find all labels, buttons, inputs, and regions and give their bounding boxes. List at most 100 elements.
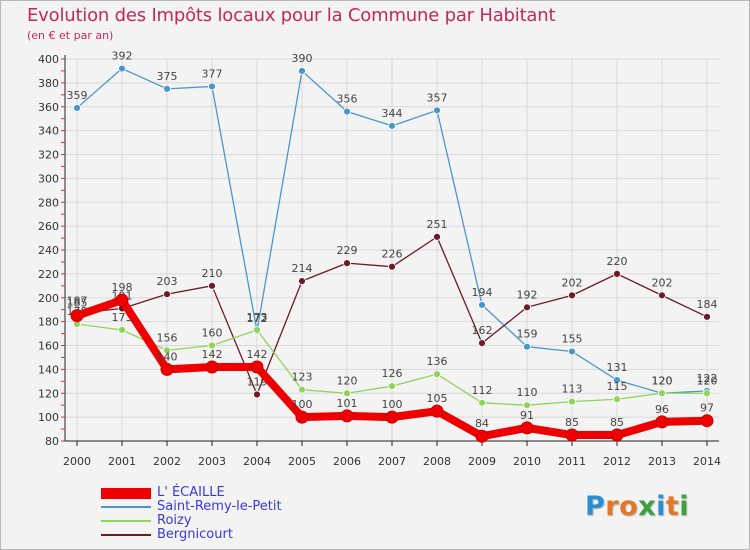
y-tick-label: 260 (38, 220, 59, 233)
data-point (343, 107, 351, 116)
data-point (115, 293, 129, 307)
x-tick-label: 2001 (108, 455, 136, 468)
data-label: 85 (565, 416, 579, 429)
legend-item: Roizy (101, 514, 341, 528)
data-label: 251 (427, 218, 448, 231)
y-tick-label: 320 (38, 149, 59, 162)
chart-title: Evolution des Impôts locaux pour la Comm… (27, 5, 556, 26)
data-label: 229 (337, 244, 358, 257)
data-point (655, 415, 669, 429)
legend-item: Saint-Remy-le-Petit (101, 500, 341, 514)
data-label: 202 (652, 276, 673, 289)
data-point (208, 341, 216, 350)
data-point (433, 106, 441, 115)
data-label: 142 (202, 348, 223, 361)
y-tick-label: 160 (38, 340, 59, 353)
legend-label: Roizy (157, 513, 192, 528)
data-label: 185 (67, 297, 88, 310)
y-tick-label: 180 (38, 316, 59, 329)
data-point (568, 397, 576, 406)
data-label: 101 (337, 397, 358, 410)
x-tick-label: 2006 (333, 455, 361, 468)
y-tick-label: 400 (38, 53, 59, 66)
y-tick-label: 100 (38, 411, 59, 424)
y-tick-label: 220 (38, 268, 59, 281)
data-label: 120 (697, 374, 718, 387)
data-point (478, 301, 486, 309)
data-point (388, 382, 396, 390)
data-label: 131 (607, 361, 628, 374)
data-label: 155 (562, 332, 583, 345)
data-point (208, 82, 216, 91)
data-point (520, 421, 534, 435)
data-label: 210 (202, 267, 223, 280)
data-point (73, 104, 81, 112)
data-label: 344 (382, 107, 403, 120)
legend-item: L' ÉCAILLE (101, 486, 341, 500)
data-label: 390 (292, 52, 313, 65)
data-label: 123 (292, 371, 313, 384)
data-point (523, 401, 531, 410)
x-tick-label: 2000 (63, 455, 91, 468)
y-tick-label: 280 (38, 196, 59, 209)
data-point (478, 339, 486, 348)
data-point (703, 312, 711, 321)
x-tick-label: 2012 (603, 455, 631, 468)
data-point (70, 309, 84, 323)
data-label: 96 (655, 403, 669, 416)
x-tick-label: 2011 (558, 455, 586, 468)
data-point (658, 291, 666, 300)
legend-swatch (101, 520, 151, 522)
data-label: 172 (247, 312, 268, 325)
x-tick-label: 2010 (513, 455, 541, 468)
data-point (118, 326, 126, 334)
data-label: 162 (472, 324, 493, 337)
data-point (568, 347, 576, 356)
data-label: 100 (382, 398, 403, 411)
data-point (163, 84, 171, 93)
data-label: 173 (247, 311, 268, 324)
data-point (298, 277, 306, 285)
data-label: 91 (520, 409, 534, 422)
x-tick-label: 2008 (423, 455, 451, 468)
y-tick-label: 200 (38, 292, 59, 305)
data-label: 105 (427, 392, 448, 405)
data-label: 184 (697, 298, 718, 311)
data-label: 214 (292, 262, 313, 275)
data-label: 159 (517, 328, 538, 341)
data-point (613, 376, 621, 385)
y-tick-label: 80 (45, 435, 59, 448)
legend-swatch (101, 506, 151, 508)
x-tick-label: 2009 (468, 455, 496, 468)
data-label: 115 (607, 380, 628, 393)
data-point (703, 389, 711, 398)
data-point (523, 342, 531, 351)
data-label: 392 (112, 50, 133, 63)
data-label: 110 (517, 386, 538, 399)
data-point (523, 303, 531, 312)
data-point (568, 291, 576, 300)
y-tick-label: 380 (38, 77, 59, 90)
data-point (118, 64, 126, 73)
data-label: 160 (202, 327, 223, 340)
data-point (253, 390, 261, 399)
data-point (160, 362, 174, 376)
legend-label: Saint-Remy-le-Petit (157, 499, 282, 514)
data-label: 120 (652, 374, 673, 387)
data-label: 226 (382, 248, 403, 261)
logo-letter: o (619, 491, 639, 522)
logo-letter: i (656, 491, 666, 522)
y-tick-label: 360 (38, 101, 59, 114)
y-tick-label: 300 (38, 172, 59, 185)
y-tick-label: 240 (38, 244, 59, 257)
data-label: 194 (472, 286, 493, 299)
data-label: 112 (472, 384, 493, 397)
data-point (433, 370, 441, 379)
data-point (343, 259, 351, 268)
data-label: 220 (607, 255, 628, 268)
data-point (253, 326, 261, 334)
legend-item: Bergnicourt (101, 528, 341, 542)
data-label: 375 (157, 70, 178, 83)
